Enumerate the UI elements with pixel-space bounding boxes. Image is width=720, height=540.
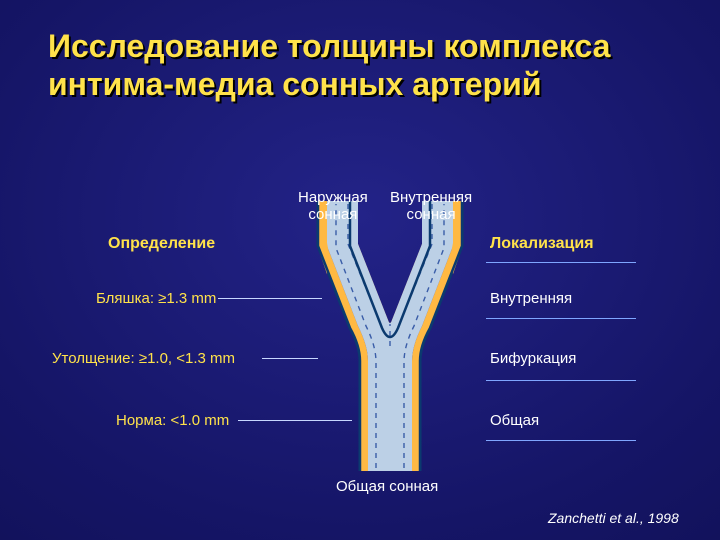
- label-loc-internal: Внутренняя: [490, 290, 572, 307]
- label-plaque: Бляшка: ≥1.3 mm: [96, 290, 216, 307]
- label-loc-bifurcation: Бифуркация: [490, 350, 576, 367]
- rule-3: [486, 380, 636, 381]
- label-thickening: Утолщение: ≥1.0, <1.3 mm: [52, 350, 235, 367]
- pointer-thickening: [262, 358, 318, 359]
- label-external-carotid: Наружнаясонная: [298, 190, 368, 223]
- header-localization: Локализация: [490, 235, 594, 253]
- header-definition: Определение: [108, 235, 215, 253]
- label-common-carotid: Общая сонная: [336, 478, 438, 495]
- pointer-plaque: [218, 298, 322, 299]
- rule-1: [486, 262, 636, 263]
- artery-diagram: [300, 196, 480, 476]
- citation: Zanchetti et al., 1998: [548, 510, 679, 526]
- label-loc-common: Общая: [490, 412, 539, 429]
- pointer-normal: [238, 420, 352, 421]
- label-internal-carotid: Внутренняясонная: [390, 190, 472, 223]
- rule-4: [486, 440, 636, 441]
- rule-2: [486, 318, 636, 319]
- label-normal: Норма: <1.0 mm: [116, 412, 229, 429]
- slide-title: Исследование толщины комплекса интима-ме…: [48, 28, 648, 104]
